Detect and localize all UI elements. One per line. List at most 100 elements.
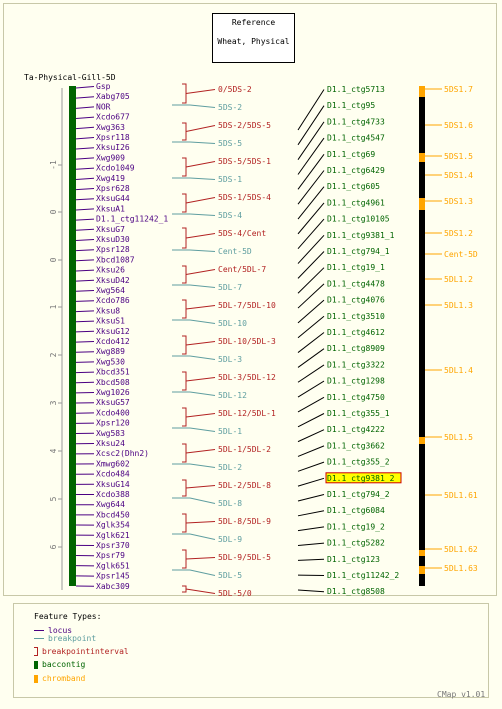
locus-label[interactable]: XksuD42 (96, 276, 130, 285)
chromband-label[interactable]: Cent-5D (444, 250, 478, 259)
locus-label[interactable]: XksuG57 (96, 398, 130, 407)
locus-label[interactable]: Xbcd351 (96, 368, 130, 377)
breakpoint-interval-label[interactable]: 5DL-1/5DL-2 (218, 445, 271, 454)
locus-label[interactable]: Xwg644 (96, 500, 125, 509)
locus-label[interactable]: Xmwg602 (96, 459, 130, 468)
locus-label[interactable]: XksuG7 (96, 225, 125, 234)
locus-label[interactable]: XksuG44 (96, 194, 130, 203)
contig-label[interactable]: D1.1_ctg3322 (327, 360, 385, 369)
locus-label[interactable]: Xksu24 (96, 439, 125, 448)
locus-label[interactable]: Xcdo1049 (96, 164, 135, 173)
locus-label[interactable]: Xabg705 (96, 92, 130, 101)
locus-label[interactable]: Xksu8 (96, 306, 120, 315)
chromband-label[interactable]: 5DS1.2 (444, 229, 473, 238)
contig-label[interactable]: D1.1_ctg4547 (327, 134, 385, 143)
breakpoint-label[interactable]: 5DL-3 (218, 355, 242, 364)
contig-label[interactable]: D1.1_ctg11242_2 (327, 571, 399, 580)
locus-label[interactable]: XksuI26 (96, 143, 130, 152)
locus-label[interactable]: Xksu26 (96, 266, 125, 275)
breakpoint-label[interactable]: 5DS-1 (218, 175, 242, 184)
locus-label[interactable]: Xabc309 (96, 582, 130, 591)
locus-label[interactable]: Xbcd450 (96, 510, 130, 519)
breakpoint-label[interactable]: 5DL-10 (218, 319, 247, 328)
locus-label[interactable]: XksuD30 (96, 235, 130, 244)
contig-label[interactable]: D1.1_ctg355_1 (327, 409, 390, 418)
locus-label[interactable]: Xpsr128 (96, 245, 130, 254)
map-title[interactable]: Ta-Physical-Gill-5D (24, 73, 116, 82)
locus-label[interactable]: Xwg889 (96, 347, 125, 356)
locus-label[interactable]: Xglk621 (96, 531, 130, 540)
breakpoint-label[interactable]: 5DL-7 (218, 283, 242, 292)
locus-label[interactable]: Xwg363 (96, 123, 125, 132)
breakpoint-label[interactable]: 5DS-5 (218, 139, 242, 148)
locus-label[interactable]: Xwg909 (96, 153, 125, 162)
locus-label[interactable]: Xwg419 (96, 174, 125, 183)
chromband-label[interactable]: 5DL1.4 (444, 366, 473, 375)
contig-label[interactable]: D1.1_ctg8909 (327, 344, 385, 353)
breakpoint-interval-label[interactable]: 5DL-5/0 (218, 589, 252, 598)
breakpoint-label[interactable]: 5DS-4 (218, 211, 242, 220)
breakpoint-label[interactable]: 5DL-12 (218, 391, 247, 400)
locus-label[interactable]: Xpsr120 (96, 419, 130, 428)
locus-label[interactable]: Xcdo484 (96, 470, 130, 479)
contig-label[interactable]: D1.1_ctg3510 (327, 312, 385, 321)
locus-label[interactable]: Xcdo412 (96, 337, 130, 346)
locus-label[interactable]: Xwg1026 (96, 388, 130, 397)
locus-label[interactable]: Xpsr370 (96, 541, 130, 550)
contig-label[interactable]: D1.1_ctg794_1 (327, 247, 390, 256)
breakpoint-interval-label[interactable]: 5DL-3/5DL-12 (218, 373, 276, 382)
contig-label[interactable]: D1.1_ctg4478 (327, 279, 385, 288)
contig-label[interactable]: D1.1_ctg4612 (327, 328, 385, 337)
locus-label[interactable]: Xpsr628 (96, 184, 130, 193)
locus-label[interactable]: Xcdo400 (96, 408, 130, 417)
contig-label[interactable]: D1.1_ctg794_2 (327, 490, 390, 499)
chromband-label[interactable]: 5DL1.61 (444, 491, 478, 500)
locus-label[interactable]: Xbcd1087 (96, 255, 135, 264)
chromband-label[interactable]: 5DL1.2 (444, 275, 473, 284)
contig-label[interactable]: D1.1_ctg69 (327, 150, 375, 159)
locus-label[interactable]: XksuG14 (96, 480, 130, 489)
contig-label[interactable]: D1.1_ctg4076 (327, 296, 385, 305)
contig-label[interactable]: D1.1_ctg9381_2 (327, 474, 395, 483)
contig-label[interactable]: D1.1_ctg123 (327, 555, 380, 564)
locus-label[interactable]: Xwg564 (96, 286, 125, 295)
chromband-label[interactable]: 5DS1.3 (444, 197, 473, 206)
chromband-label[interactable]: 5DL1.62 (444, 545, 478, 554)
locus-label[interactable]: Xcsc2(Dhn2) (96, 449, 149, 458)
contig-label[interactable]: D1.1_ctg6084 (327, 506, 385, 515)
breakpoint-interval-label[interactable]: 5DL-7/5DL-10 (218, 301, 276, 310)
chromband-label[interactable]: 5DS1.5 (444, 152, 473, 161)
chromband-label[interactable]: 5DL1.3 (444, 301, 473, 310)
breakpoint-interval-label[interactable]: 5DL-8/5DL-9 (218, 517, 271, 526)
locus-label[interactable]: XksuS1 (96, 317, 125, 326)
chromband-label[interactable]: 5DS1.6 (444, 121, 473, 130)
breakpoint-interval-label[interactable]: 5DS-4/Cent (218, 229, 266, 238)
contig-label[interactable]: D1.1_ctg95 (327, 101, 375, 110)
locus-label[interactable]: XksuA1 (96, 204, 125, 213)
locus-label[interactable]: Xwg530 (96, 357, 125, 366)
contig-label[interactable]: D1.1_ctg5282 (327, 539, 385, 548)
contig-label[interactable]: D1.1_ctg9381_1 (327, 231, 395, 240)
breakpoint-interval-label[interactable]: 5DS-5/5DS-1 (218, 157, 271, 166)
contig-label[interactable]: D1.1_ctg5713 (327, 85, 385, 94)
breakpoint-label[interactable]: 5DL-5 (218, 571, 242, 580)
locus-label[interactable]: Xbcd508 (96, 378, 130, 387)
chromband-bar[interactable] (419, 86, 425, 586)
locus-label[interactable]: Xpsr79 (96, 551, 125, 560)
locus-label[interactable]: Xcdo677 (96, 113, 130, 122)
breakpoint-interval-label[interactable]: 5DS-2/5DS-5 (218, 121, 271, 130)
locus-label[interactable]: Xwg583 (96, 429, 125, 438)
locus-label[interactable]: NOR (96, 102, 111, 111)
breakpoint-interval-label[interactable]: 5DL-2/5DL-8 (218, 481, 271, 490)
contig-label[interactable]: D1.1_ctg355_2 (327, 458, 390, 467)
contig-label[interactable]: D1.1_ctg4733 (327, 117, 385, 126)
breakpoint-interval-label[interactable]: 5DS-1/5DS-4 (218, 193, 271, 202)
chromband-label[interactable]: 5DS1.7 (444, 85, 473, 94)
breakpoint-label[interactable]: Cent-5D (218, 247, 252, 256)
breakpoint-label[interactable]: 5DL-1 (218, 427, 242, 436)
breakpoint-interval-label[interactable]: 5DL-10/5DL-3 (218, 337, 276, 346)
breakpoint-interval-label[interactable]: 0/5DS-2 (218, 85, 252, 94)
locus-label[interactable]: Xcdo388 (96, 490, 130, 499)
contig-label[interactable]: D1.1_ctg19_2 (327, 522, 385, 531)
locus-label[interactable]: Xpsr118 (96, 133, 130, 142)
